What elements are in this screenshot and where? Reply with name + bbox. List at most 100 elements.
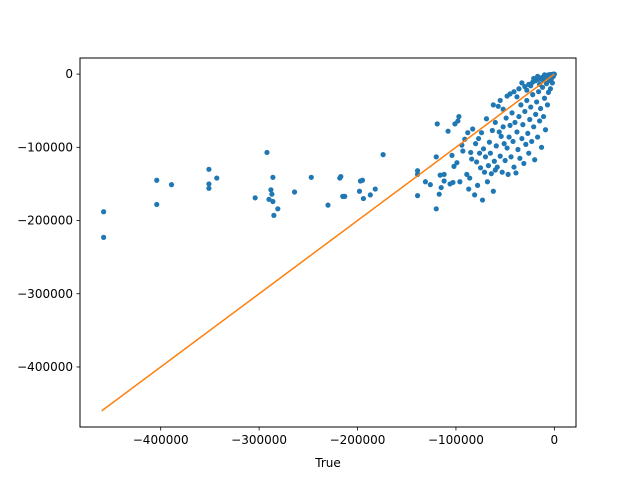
scatter-point bbox=[484, 179, 491, 185]
scatter-point bbox=[494, 164, 500, 170]
scatter-point bbox=[530, 92, 536, 98]
scatter-point bbox=[414, 168, 421, 174]
scatter-point bbox=[433, 206, 439, 212]
scatter-point bbox=[493, 143, 499, 149]
scatter-point bbox=[497, 153, 503, 159]
y-axis: 0 −100000 −200000 −300000 −400000 bbox=[17, 67, 80, 374]
scatter-point bbox=[519, 135, 525, 142]
scatter-point bbox=[529, 138, 535, 145]
scatter-point bbox=[547, 86, 554, 92]
scatter-point bbox=[476, 150, 483, 156]
scatter-point bbox=[521, 160, 527, 167]
scatter-point bbox=[338, 174, 344, 180]
scatter-point bbox=[524, 87, 530, 93]
scatter-point bbox=[466, 186, 472, 192]
scatter-point bbox=[527, 116, 533, 123]
scatter-point bbox=[275, 206, 281, 212]
scatter-point bbox=[464, 171, 470, 178]
scatter-point bbox=[508, 154, 514, 160]
scatter-point bbox=[516, 113, 522, 120]
scatter-point bbox=[481, 169, 488, 175]
scatter-point bbox=[427, 182, 433, 188]
scatter-point bbox=[531, 75, 537, 82]
scatter-point bbox=[544, 102, 551, 108]
scatter-point bbox=[498, 133, 504, 139]
scatter-point bbox=[474, 159, 480, 165]
scatter-point bbox=[531, 124, 537, 130]
scatter-point bbox=[465, 130, 471, 136]
scatter-point bbox=[512, 119, 518, 126]
scatter-point bbox=[505, 171, 511, 178]
scatter-point bbox=[486, 139, 492, 145]
scatter-point bbox=[269, 191, 275, 197]
scatter-point bbox=[480, 146, 487, 152]
scatter-point bbox=[433, 154, 439, 160]
scatter-point bbox=[490, 102, 496, 108]
scatter-point bbox=[497, 97, 503, 104]
scatter-point bbox=[534, 99, 540, 105]
scatter-point bbox=[520, 122, 526, 128]
scatter-point bbox=[451, 163, 457, 169]
scatter-point bbox=[542, 127, 549, 133]
scatter-point bbox=[528, 104, 534, 110]
scatter-point bbox=[482, 154, 489, 160]
scatter-point bbox=[367, 192, 373, 198]
x-axis: −400000 −300000 −200000 −100000 0 bbox=[133, 427, 558, 447]
scatter-point bbox=[414, 193, 421, 199]
scatter-point bbox=[524, 97, 530, 104]
scatter-point bbox=[536, 118, 543, 124]
scatter-point bbox=[510, 138, 516, 145]
scatter-point bbox=[541, 95, 548, 101]
scatter-point bbox=[441, 171, 447, 178]
scatter-point bbox=[509, 110, 515, 116]
scatter-point bbox=[536, 89, 542, 95]
scatter-point bbox=[488, 171, 494, 177]
x-tick-label: 0 bbox=[551, 433, 559, 447]
scatter-point bbox=[214, 175, 220, 181]
scatter-point bbox=[495, 103, 501, 109]
x-tick-label: −200000 bbox=[330, 433, 386, 447]
scatter-point bbox=[467, 175, 473, 181]
scatter-point bbox=[473, 141, 479, 147]
scatter-point bbox=[270, 198, 276, 205]
scatter-point bbox=[454, 160, 460, 166]
x-tick-label: −300000 bbox=[231, 433, 287, 447]
scatter-point bbox=[499, 169, 505, 175]
scatter-point bbox=[470, 126, 476, 132]
scatter-point bbox=[445, 128, 451, 134]
plot-area bbox=[101, 71, 557, 412]
scatter-point bbox=[506, 134, 512, 140]
scatter-point bbox=[515, 146, 521, 153]
scatter-point bbox=[533, 111, 539, 117]
scatter-point bbox=[436, 191, 442, 197]
scatter-point bbox=[325, 202, 331, 208]
scatter-point bbox=[538, 144, 545, 150]
scatter-point bbox=[372, 186, 378, 192]
identity-line bbox=[101, 73, 555, 412]
scatter-point bbox=[206, 166, 212, 172]
scatter-point bbox=[441, 178, 447, 184]
scatter-point bbox=[514, 94, 520, 100]
y-tick-label: −300000 bbox=[17, 287, 73, 301]
scatter-point bbox=[168, 182, 175, 188]
scatter-point bbox=[356, 188, 363, 194]
scatter-point bbox=[101, 234, 107, 240]
y-tick-label: 0 bbox=[65, 67, 73, 81]
scatter-point bbox=[460, 148, 466, 154]
scatter-point bbox=[437, 172, 443, 178]
scatter-point bbox=[528, 83, 534, 89]
scatter-point bbox=[469, 156, 475, 162]
scatter-point bbox=[206, 185, 212, 191]
y-tick-label: −400000 bbox=[17, 360, 73, 374]
scatter-point bbox=[474, 182, 481, 188]
x-tick-label: −400000 bbox=[133, 433, 189, 447]
scatter-point bbox=[252, 195, 258, 201]
scatter-point bbox=[154, 201, 160, 208]
scatter-point bbox=[492, 119, 498, 126]
scatter-point bbox=[485, 163, 492, 169]
scatter-point bbox=[523, 141, 529, 147]
scatter-point bbox=[496, 129, 502, 135]
scatter-point bbox=[360, 195, 367, 202]
